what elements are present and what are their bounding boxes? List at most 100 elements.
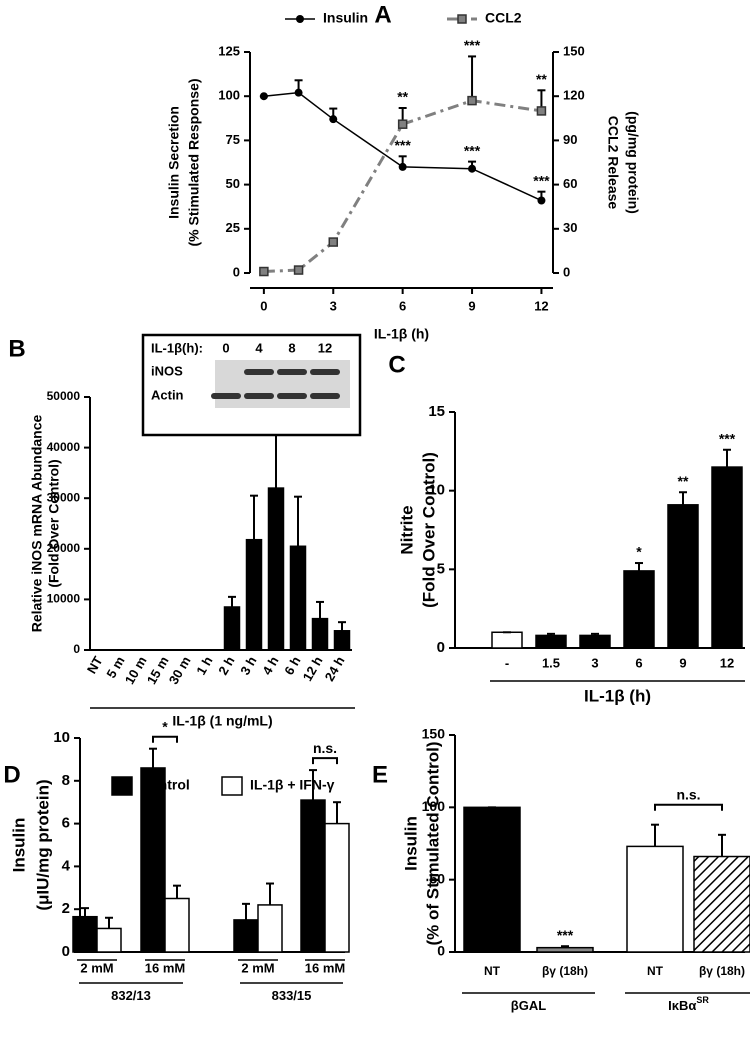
significance: *** [557,927,574,943]
bar [96,927,122,953]
error-bar [81,907,89,917]
error-bar [651,823,659,847]
error-bar [591,632,599,636]
x-tick-label: NT [484,964,501,978]
x-tick-label: 12 h [300,654,326,684]
x-tick-label: βγ (18h) [542,964,588,978]
blot-band [211,393,241,399]
lane-label: 4 [255,340,263,355]
y-tick-label: 4 [62,857,71,874]
x-tick-label: 6 [399,298,406,313]
y-tick-label: 90 [563,132,577,147]
marker [398,162,407,171]
group-name: βGAL [511,998,546,1013]
lane-label: 8 [288,340,295,355]
significance: *** [464,142,481,158]
error-bar [228,595,236,607]
marker [328,237,339,247]
bar [245,538,263,651]
x-tick-label: 30 m [166,654,194,687]
x-tick-label: 1.5 [542,655,560,670]
x-tick-label: 12 [534,298,548,313]
x-tick-label: 10 m [122,654,150,687]
error-bar [679,491,687,505]
x-tick-label: 1 h [193,654,215,678]
y-tick-label: 75 [226,132,240,147]
y-tick-label: 5 [437,560,445,577]
marker [329,115,338,124]
marker [468,164,477,173]
significance: *** [464,37,481,53]
x-tick-label: 9 [679,655,686,670]
marker [397,119,408,129]
error-bar [316,600,324,619]
series-line [263,91,542,202]
blot-band [244,393,274,399]
x-tick-label: 2 h [215,654,237,678]
y-tick-label: 50 [226,176,240,191]
bracket [152,735,178,743]
bar [711,466,743,649]
error-bar [547,632,555,636]
axis-label: Insulin Secretion [166,106,182,219]
bar [324,822,350,953]
error-bar [250,494,258,540]
y-tick-label: 30 [563,220,577,235]
x-tick-label: 4 h [259,654,281,678]
significance: ** [536,71,547,87]
bar [626,845,684,953]
significance: * [636,544,642,560]
x-tick-label: 3 [591,655,598,670]
x-tick-label: 3 h [237,654,259,678]
x-tick-label: 2 mM [80,960,113,975]
significance: *** [533,172,550,188]
marker [293,265,304,275]
blot-band [310,393,340,399]
bar [300,799,326,953]
y-tick-label: 0 [233,264,240,279]
x-tick-label: βγ (18h) [699,964,745,978]
x-tick-label: NT [647,964,664,978]
legend-swatch [221,776,243,796]
x-tick-label: 16 mM [145,960,185,975]
marker [537,196,546,205]
y-tick-label: 40000 [47,440,81,454]
group-label: βGAL [511,998,546,1013]
legend-label: CCL2 [485,10,522,26]
axis-label: IL-1β (1 ng/mL) [172,713,272,729]
error-bar [272,426,280,489]
y-tick-label: 50 [429,870,445,886]
marker [259,266,269,277]
group-name: IκBα [668,998,696,1013]
x-tick-label: 3 [330,298,337,313]
significance: n.s. [676,786,700,802]
bracket [312,757,338,765]
bar [333,630,351,651]
marker [467,95,477,106]
group-name: 832/13 [111,988,151,1003]
axis-label: Insulin [401,816,420,871]
x-tick-label: 24 h [322,654,348,684]
axis-label: (Fold Over Control) [419,452,438,608]
y-tick-label: 0 [437,943,445,959]
blot-bg [215,360,350,408]
bar [623,570,655,649]
significance: *** [394,137,411,153]
bar [667,504,699,649]
y-tick-label: 15 [428,403,445,420]
y-tick-label: 0 [563,264,570,279]
panel-title: C [388,351,405,378]
bracket [654,803,723,811]
row-label: Actin [151,387,184,402]
axis-label: (% of Stimulated Control) [423,742,442,946]
x-tick-label: 9 [468,298,475,313]
axis-label: (μIU/mg protein) [33,779,52,910]
error-bar [105,916,113,929]
axis-label: Nitrite [397,505,416,554]
y-tick-label: 10000 [47,592,81,606]
y-tick-label: 100 [218,88,240,103]
bar [289,545,307,651]
significance: ** [678,473,689,489]
bar [536,946,594,953]
row-label: iNOS [151,363,183,378]
